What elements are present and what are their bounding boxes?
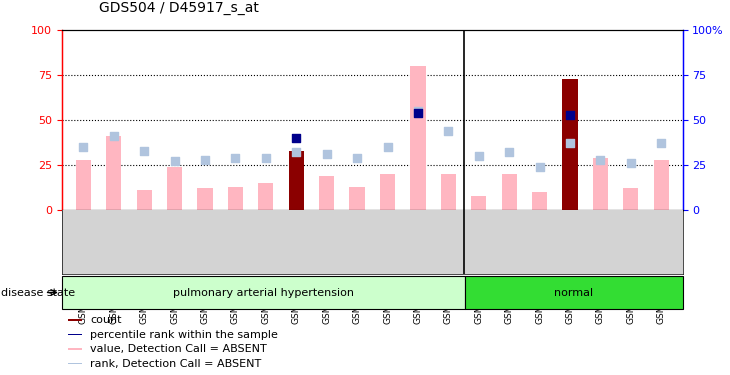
Point bbox=[291, 149, 302, 155]
Point bbox=[534, 164, 545, 170]
Point bbox=[412, 108, 424, 114]
Text: count: count bbox=[90, 315, 121, 325]
Bar bbox=[258, 183, 274, 210]
Bar bbox=[350, 187, 365, 210]
Point bbox=[230, 155, 242, 161]
Point bbox=[442, 128, 454, 134]
Point bbox=[656, 140, 667, 146]
Point bbox=[473, 153, 485, 159]
Text: normal: normal bbox=[554, 288, 593, 297]
Point bbox=[625, 160, 637, 166]
Bar bbox=[653, 160, 669, 210]
Point bbox=[260, 155, 272, 161]
Point bbox=[504, 149, 515, 155]
Point bbox=[595, 157, 607, 163]
Point bbox=[564, 140, 576, 146]
Bar bbox=[441, 174, 456, 210]
Bar bbox=[466, 276, 683, 309]
Bar bbox=[106, 136, 121, 210]
Bar bbox=[197, 188, 212, 210]
Bar bbox=[167, 167, 182, 210]
Point bbox=[169, 158, 180, 164]
Text: percentile rank within the sample: percentile rank within the sample bbox=[90, 330, 278, 340]
Bar bbox=[69, 334, 82, 335]
Bar bbox=[76, 160, 91, 210]
Bar bbox=[502, 174, 517, 210]
Point bbox=[108, 133, 120, 139]
Bar bbox=[471, 196, 486, 210]
Point bbox=[351, 155, 363, 161]
Bar bbox=[410, 66, 426, 210]
Bar bbox=[137, 190, 152, 210]
Text: disease state: disease state bbox=[1, 288, 75, 297]
Point bbox=[564, 112, 576, 118]
Bar bbox=[593, 158, 608, 210]
Text: pulmonary arterial hypertension: pulmonary arterial hypertension bbox=[173, 288, 354, 297]
Text: rank, Detection Call = ABSENT: rank, Detection Call = ABSENT bbox=[90, 359, 261, 369]
Bar bbox=[69, 348, 82, 350]
Point bbox=[199, 157, 211, 163]
Bar bbox=[623, 188, 639, 210]
Bar bbox=[288, 151, 304, 210]
Bar bbox=[62, 276, 466, 309]
Bar bbox=[380, 174, 395, 210]
Bar bbox=[69, 320, 82, 321]
Bar bbox=[562, 79, 577, 210]
Point bbox=[139, 148, 150, 154]
Bar bbox=[319, 176, 334, 210]
Point bbox=[291, 135, 302, 141]
Text: GDS504 / D45917_s_at: GDS504 / D45917_s_at bbox=[99, 1, 258, 15]
Bar bbox=[532, 192, 548, 210]
Point bbox=[77, 144, 89, 150]
Point bbox=[321, 151, 333, 157]
Text: value, Detection Call = ABSENT: value, Detection Call = ABSENT bbox=[90, 344, 266, 354]
Bar bbox=[228, 187, 243, 210]
Point bbox=[412, 110, 424, 116]
Point bbox=[382, 144, 393, 150]
Bar bbox=[69, 363, 82, 364]
